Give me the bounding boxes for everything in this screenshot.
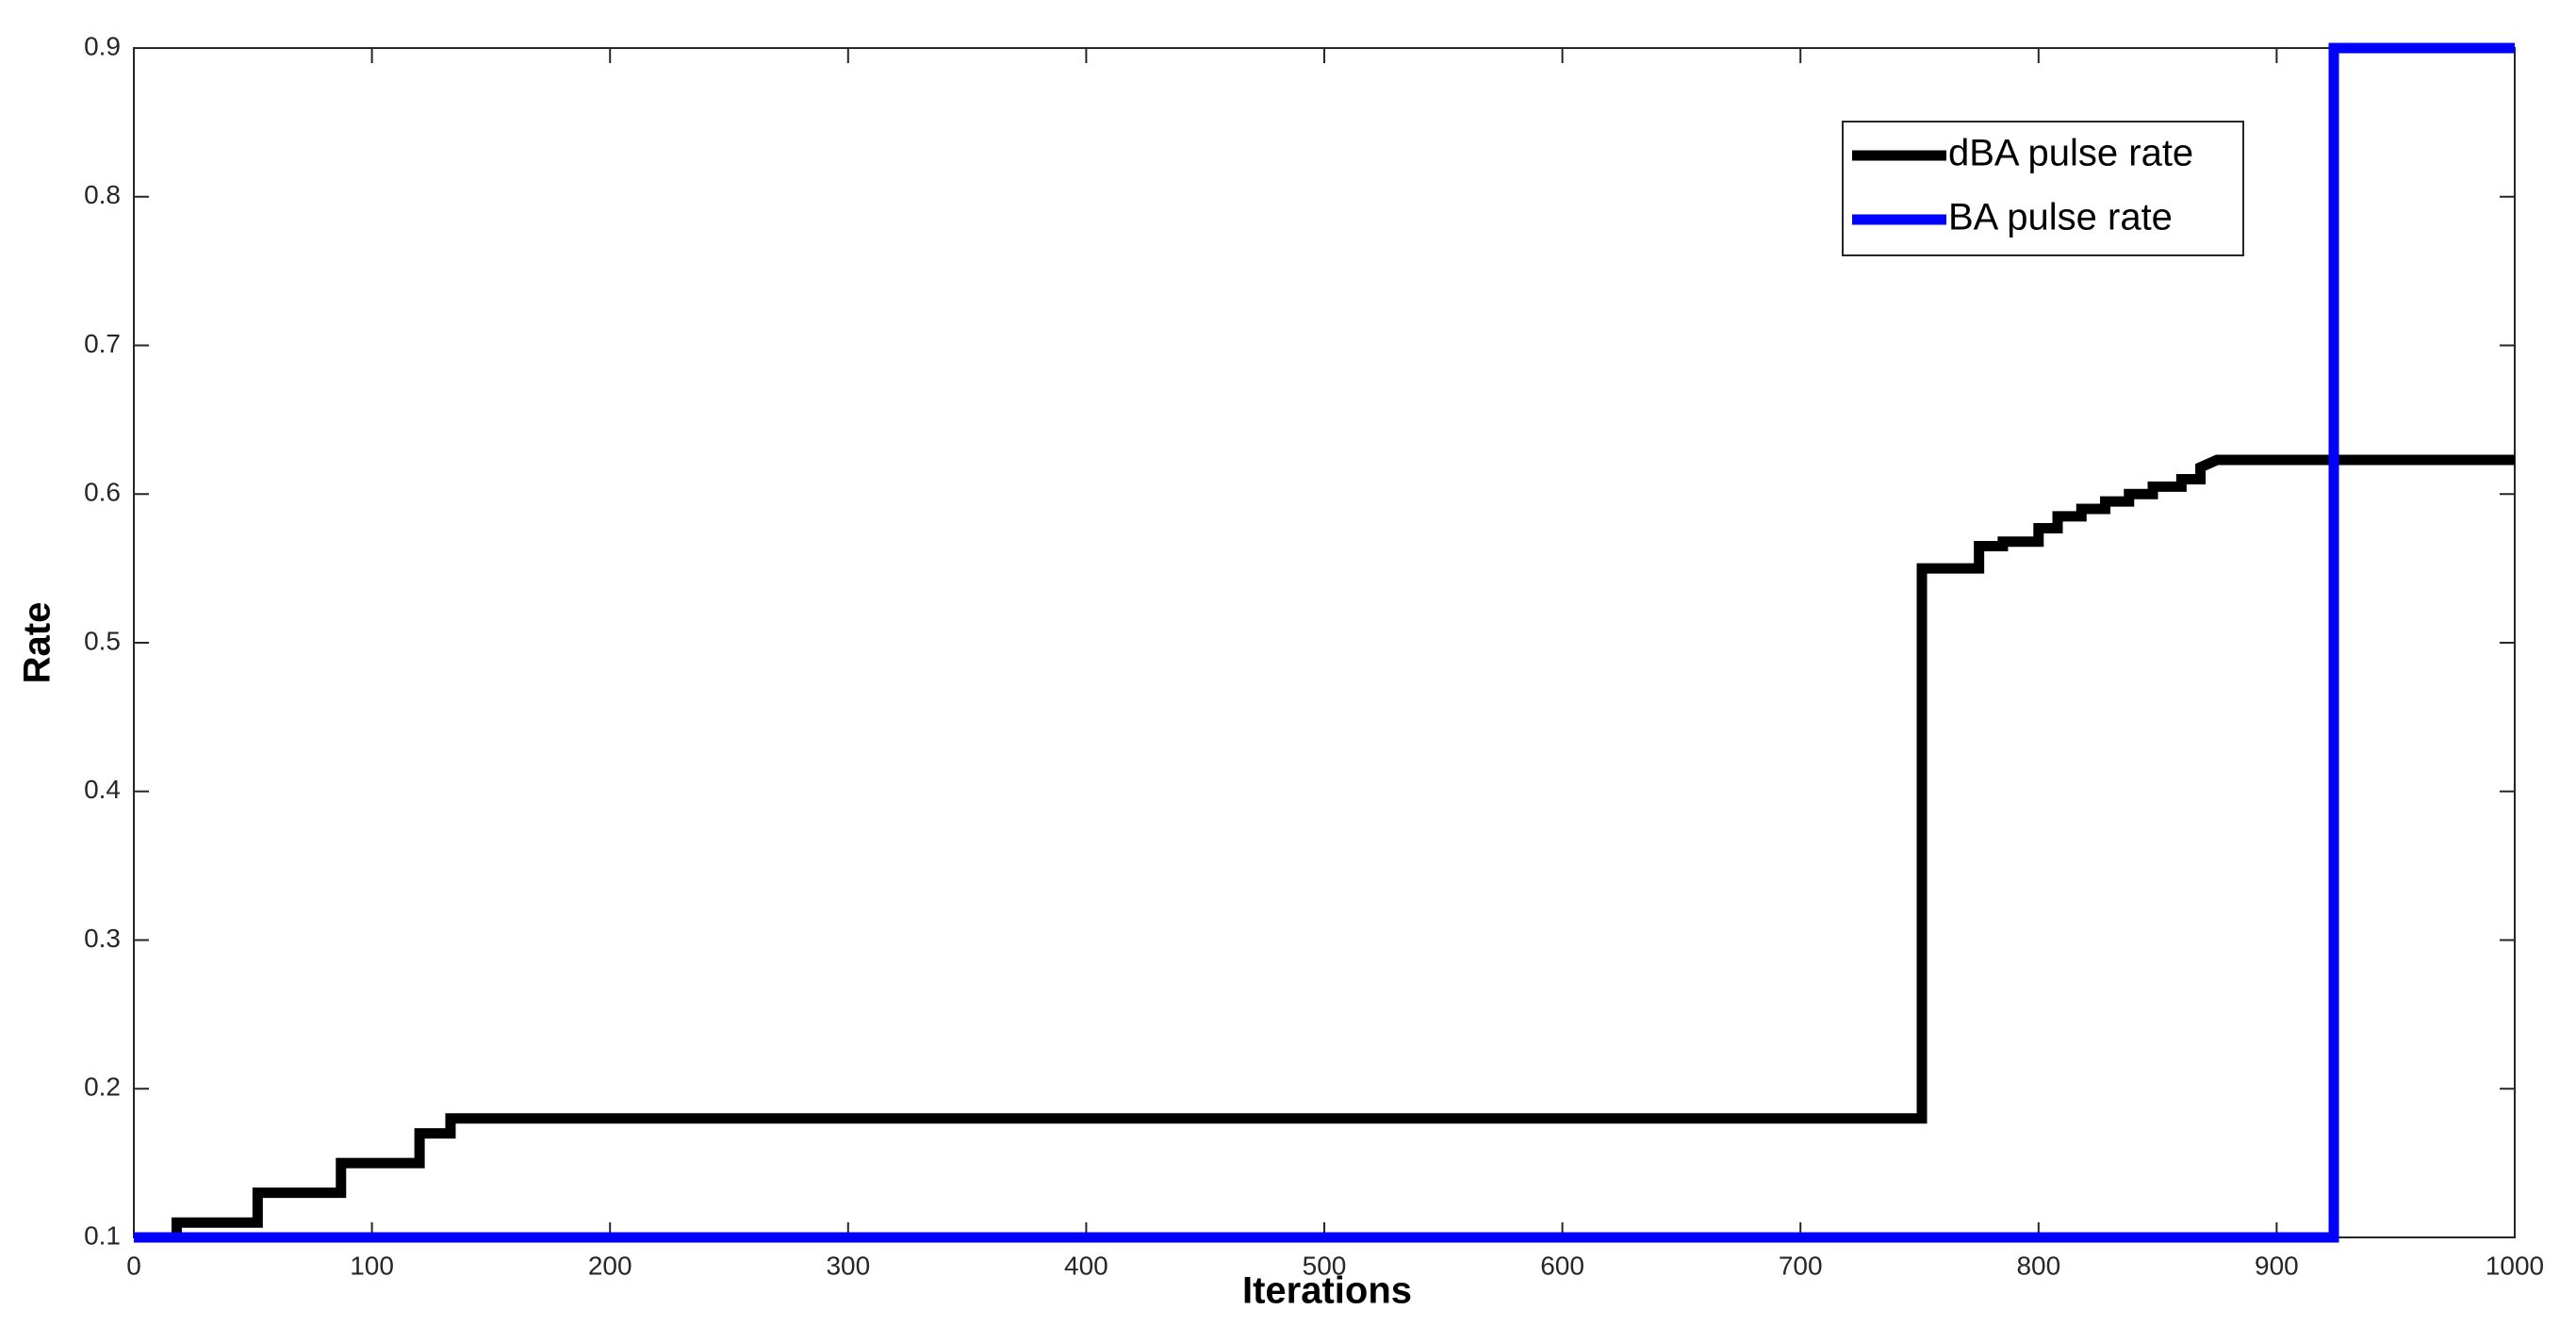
x-tick-label: 400 (1064, 1251, 1108, 1280)
x-tick-label: 600 (1540, 1251, 1584, 1280)
y-tick-label: 0.2 (84, 1072, 121, 1102)
y-tick-label: 0.7 (84, 329, 121, 358)
x-axis-label: Iterations (1242, 1270, 1412, 1312)
y-tick-label: 0.9 (84, 31, 121, 60)
y-tick-label: 0.3 (84, 924, 121, 953)
x-tick-label: 1000 (2486, 1251, 2544, 1280)
x-tick-label: 300 (826, 1251, 870, 1280)
series-line (134, 454, 2515, 1243)
y-axis-label: Rate (17, 602, 58, 684)
legend-box (1842, 121, 2244, 256)
x-tick-label: 900 (2255, 1251, 2299, 1280)
x-tick-label: 0 (126, 1251, 141, 1280)
legend-label: BA pulse rate (1948, 197, 2173, 238)
x-tick-label: 200 (588, 1251, 632, 1280)
x-tick-label: 500 (1303, 1251, 1347, 1280)
y-tick-label: 0.1 (84, 1220, 121, 1250)
x-tick-label: 800 (2016, 1251, 2060, 1280)
y-tick-label: 0.4 (84, 775, 121, 804)
series-line (134, 42, 2515, 1243)
x-tick-label: 100 (350, 1251, 394, 1280)
y-tick-label: 0.5 (84, 626, 121, 655)
y-tick-label: 0.8 (84, 180, 121, 209)
legend-label: dBA pulse rate (1948, 133, 2193, 174)
x-tick-label: 700 (1779, 1251, 1823, 1280)
y-tick-label: 0.6 (84, 478, 121, 507)
